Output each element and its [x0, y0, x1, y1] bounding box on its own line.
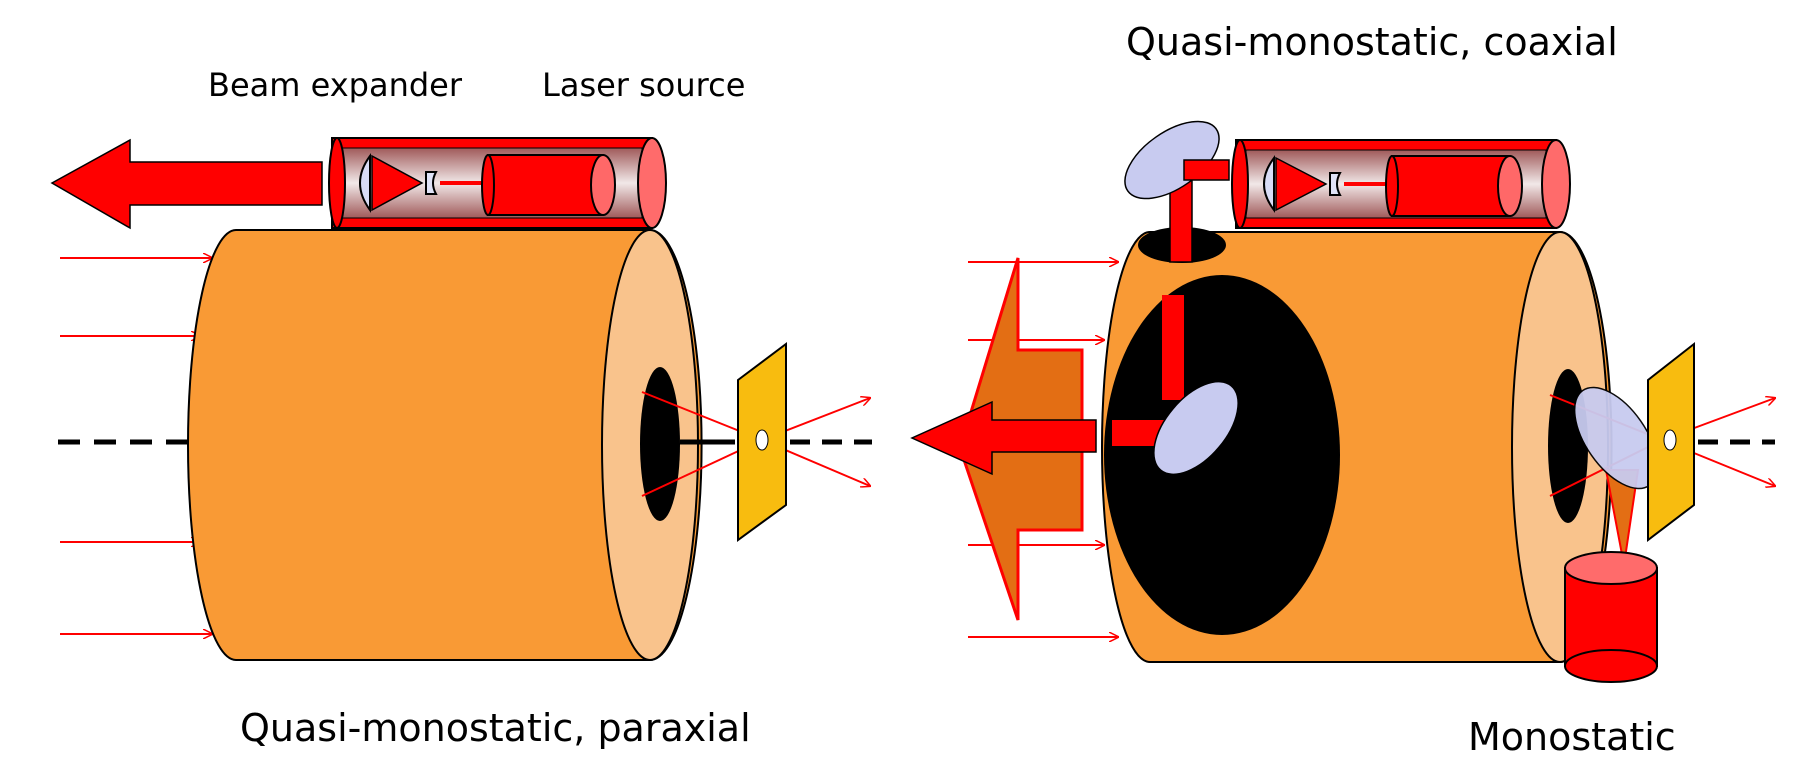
coaxial-setup — [910, 120, 1775, 683]
top-folding-mirror — [1124, 120, 1220, 200]
telescope-cylinder-left — [187, 229, 703, 661]
pinhole-left — [755, 429, 769, 451]
laser-tube-end-right — [1541, 139, 1571, 229]
inner-folding-mirror — [1153, 380, 1239, 476]
laser-tube-end-left — [637, 137, 667, 229]
pinhole-right — [1663, 429, 1677, 451]
laser-source-right — [1391, 155, 1511, 217]
telescope-primary-opening — [1104, 275, 1340, 635]
label-quasi-monostatic-paraxial: Quasi-monostatic, paraxial — [240, 706, 751, 750]
label-quasi-monostatic-coaxial: Quasi-monostatic, coaxial — [1126, 20, 1618, 64]
label-laser-source: Laser source — [542, 66, 746, 104]
incoming-rays-right — [968, 262, 1118, 637]
label-beam-expander: Beam expander — [208, 66, 463, 104]
expander-lens-left — [359, 152, 371, 214]
laser-source-left — [487, 154, 604, 216]
transmit-arrow-right — [910, 400, 1097, 476]
expander-lens-right — [1263, 155, 1275, 213]
label-monostatic: Monostatic — [1468, 715, 1676, 759]
laser-tube-left — [328, 137, 667, 229]
monostatic-laser — [1564, 551, 1658, 683]
incoming-rays-left — [60, 258, 212, 634]
paraxial-setup — [50, 137, 872, 661]
transmit-arrow-left — [50, 138, 323, 230]
laser-tube-right — [1183, 139, 1571, 229]
telescope-aperture-left — [640, 367, 680, 521]
